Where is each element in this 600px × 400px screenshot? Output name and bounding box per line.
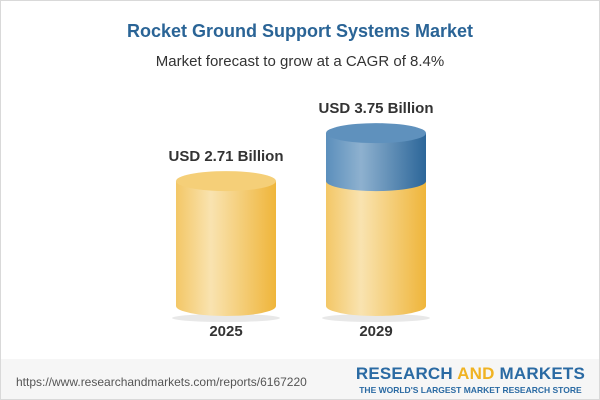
category-label: 2025: [209, 323, 242, 340]
cylinder-top-2025: [176, 171, 276, 192]
category-label: 2029: [359, 323, 392, 340]
cylinder-body-2025: [176, 181, 276, 316]
cylinder-top-2029: [326, 123, 426, 144]
cylinder-chart: USD 2.71 Billion 2025 USD 3.75 Billion 2029: [168, 100, 433, 340]
data-label: USD 2.71 Billion: [168, 148, 283, 165]
footer: https://www.researchandmarkets.com/repor…: [1, 359, 599, 399]
cylinder-growth-2029: [326, 133, 426, 192]
chart-subtitle: Market forecast to grow at a CAGR of 8.4…: [155, 53, 445, 70]
cylinder-base-2029: [326, 181, 426, 316]
source-url[interactable]: https://www.researchandmarkets.com/repor…: [16, 375, 307, 389]
data-label: USD 3.75 Billion: [318, 100, 433, 117]
chart-title: Rocket Ground Support Systems Market: [126, 21, 474, 41]
cylinder-shadow: [172, 314, 280, 322]
research-and-markets-logo: RESEARCH AND MARKETS THE WORLD'S LARGEST…: [355, 364, 585, 395]
cylinder-shadow: [322, 314, 430, 322]
